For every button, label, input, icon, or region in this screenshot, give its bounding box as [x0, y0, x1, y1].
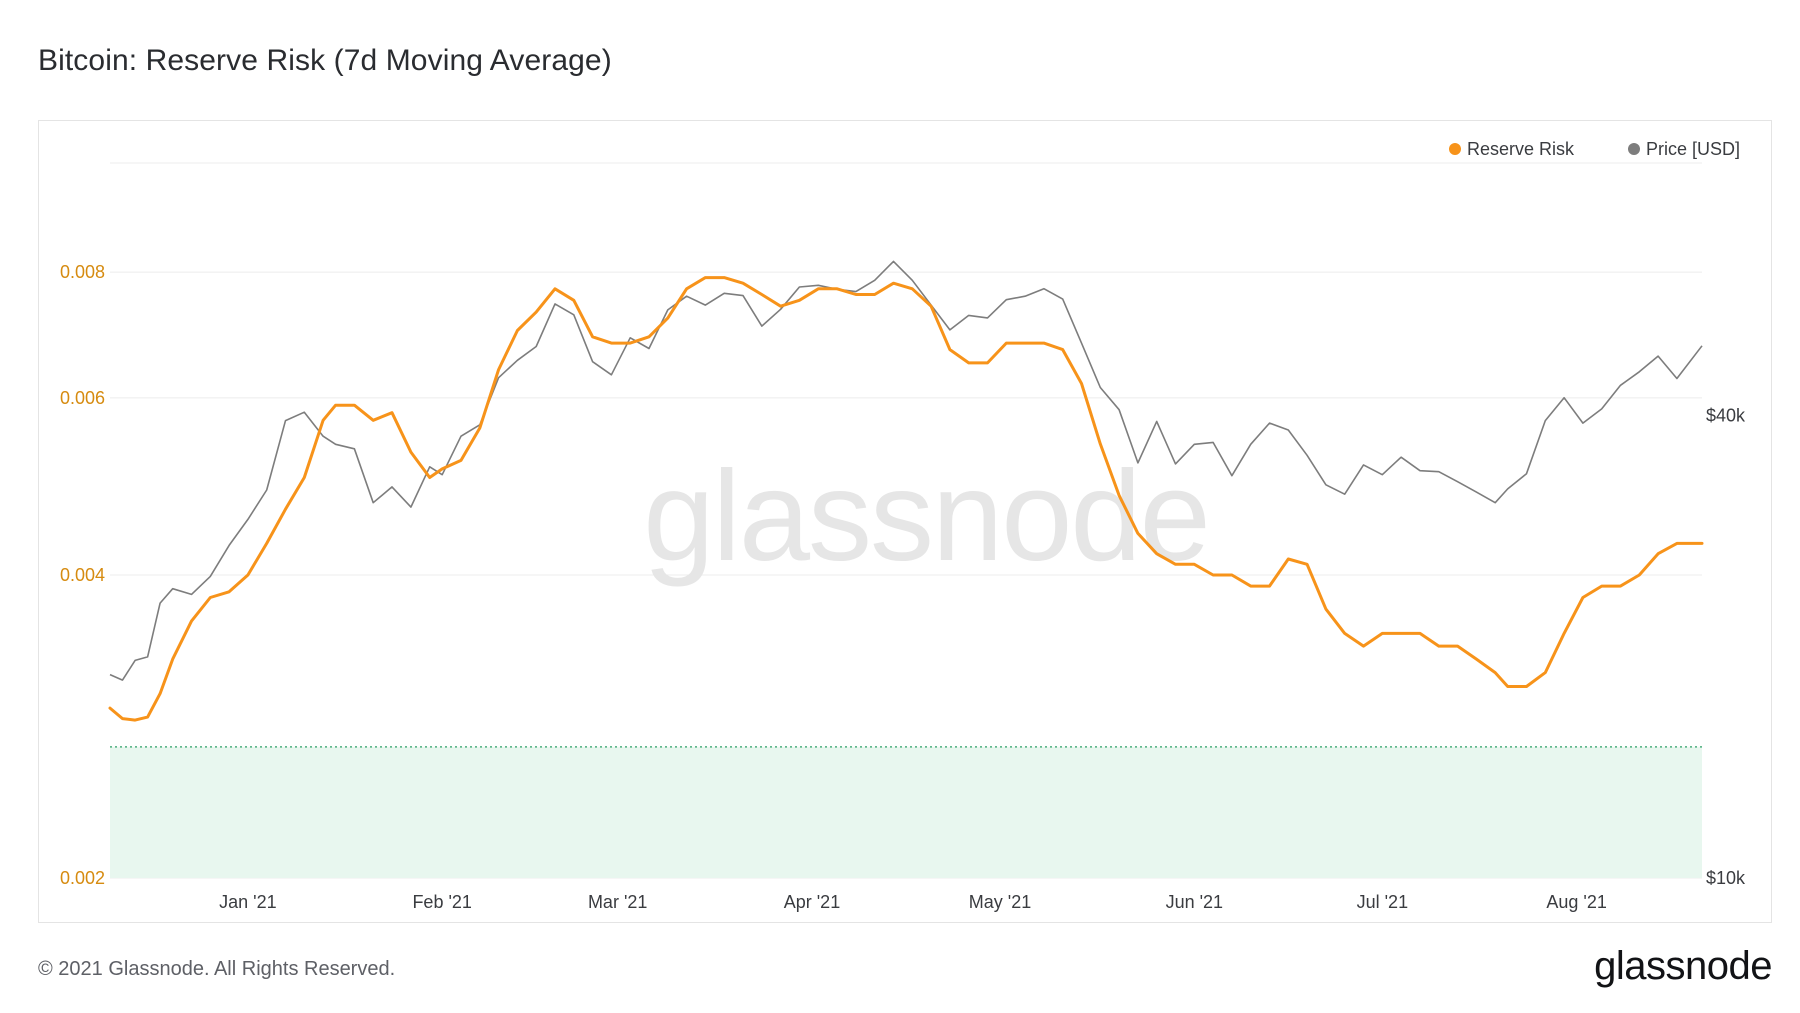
- watermark: glassnode: [643, 445, 1209, 588]
- x-tick-4: May '21: [969, 892, 1031, 912]
- legend: Reserve Risk Price [USD]: [1449, 139, 1740, 159]
- green-zone: [110, 746, 1702, 878]
- legend-label-reserve-risk[interactable]: Reserve Risk: [1467, 139, 1575, 159]
- chart-title: Bitcoin: Reserve Risk (7d Moving Average…: [38, 44, 612, 77]
- footer-copyright: © 2021 Glassnode. All Rights Reserved.: [38, 958, 396, 980]
- reserve-risk-line: [108, 276, 1704, 722]
- legend-dot-price: [1628, 143, 1640, 155]
- legend-dot-reserve-risk: [1449, 143, 1461, 155]
- x-tick-3: Apr '21: [784, 892, 840, 912]
- y-left-tick-2: 0.006: [60, 388, 105, 408]
- series-layer: [108, 260, 1704, 722]
- x-tick-5: Jun '21: [1166, 892, 1223, 912]
- y-left-tick-1: 0.004: [60, 565, 105, 585]
- x-tick-6: Jul '21: [1357, 892, 1408, 912]
- glassnode-logo[interactable]: glassnode: [1594, 944, 1772, 988]
- y-left-tick-3: 0.008: [60, 262, 105, 282]
- x-tick-7: Aug '21: [1546, 892, 1607, 912]
- x-tick-2: Mar '21: [588, 892, 647, 912]
- price-line: [109, 260, 1703, 681]
- x-tick-0: Jan '21: [219, 892, 276, 912]
- chart-frame: [38, 120, 1772, 923]
- y-left-tick-0: 0.002: [60, 868, 105, 888]
- y-right-tick-0: $10k: [1706, 868, 1746, 888]
- x-tick-1: Feb '21: [412, 892, 471, 912]
- y-right-tick-1: $40k: [1706, 406, 1746, 426]
- legend-label-price[interactable]: Price [USD]: [1646, 139, 1740, 159]
- axis-layer: 0.002 0.004 0.006 0.008 $10k $40k Jan '21 Feb '…: [60, 262, 1746, 912]
